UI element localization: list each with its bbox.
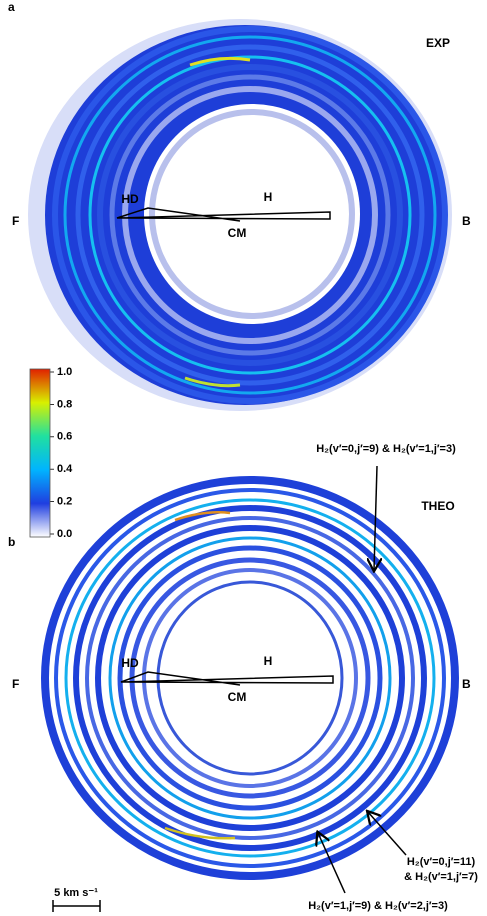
colorbar-tick-label: 1.0 — [57, 366, 72, 378]
ring — [75, 44, 425, 386]
ring — [85, 516, 415, 840]
scale-bar-label: 5 km s⁻¹ — [54, 887, 98, 899]
colorbar-tick-label: 0.4 — [57, 463, 73, 475]
annotation: H₂(v′=0,j′=9) & H₂(v′=1,j′=3) — [316, 443, 456, 455]
ring — [97, 64, 403, 366]
hd-label: HD — [121, 192, 139, 206]
colorbar-tick-label: 0.2 — [57, 496, 72, 508]
direction-right: B — [462, 677, 471, 691]
h-label: H — [264, 190, 273, 204]
ring — [108, 536, 392, 820]
ring — [149, 109, 355, 319]
annotation-arrow — [374, 465, 377, 570]
ring — [52, 26, 448, 404]
annotation: & H₂(v′=1,j′=7) — [404, 871, 478, 883]
annotation: H₂(v′=0,j′=11) — [407, 856, 476, 868]
panel-letter: b — [8, 535, 15, 549]
annotation-arrow — [368, 812, 407, 856]
colorbar-tick-label: 0.6 — [57, 431, 72, 443]
hot-spot — [174, 511, 231, 522]
hot-spot — [184, 376, 241, 388]
ring — [64, 498, 436, 858]
ring — [54, 488, 446, 868]
ring — [117, 545, 383, 811]
panel-tag: EXP — [426, 36, 450, 50]
ring — [109, 74, 391, 356]
panel-letter: a — [8, 0, 15, 14]
overlay: a EXP F B HD H CM b THEO F B HD H CM 1.0 0.8 0.6 0.4 0.2 0.… — [8, 0, 478, 912]
ring — [142, 568, 358, 788]
annotation-arrow — [318, 833, 346, 894]
ring — [88, 55, 412, 375]
cm-label: CM — [228, 226, 247, 240]
colorbar-tick-label: 0.0 — [57, 528, 72, 540]
annotation: H₂(v′=1,j′=9) & H₂(v′=2,j′=3) — [308, 900, 448, 912]
hot-spot — [164, 826, 236, 840]
hot-spot — [189, 56, 251, 67]
ring — [41, 476, 459, 880]
hd-label: HD — [121, 656, 139, 670]
ring — [156, 580, 344, 776]
newton-diagram — [116, 207, 331, 222]
colorbar — [29, 368, 51, 538]
ring — [73, 505, 427, 851]
h-label: H — [264, 654, 273, 668]
newton-diagram — [120, 671, 334, 686]
cm-label: CM — [228, 690, 247, 704]
ring — [95, 525, 405, 831]
panel-tag: THEO — [421, 499, 454, 513]
direction-right: B — [462, 214, 471, 228]
direction-left: F — [12, 677, 19, 691]
ring — [63, 35, 437, 395]
colorbar-tick-label: 0.8 — [57, 398, 72, 410]
direction-left: F — [12, 214, 19, 228]
